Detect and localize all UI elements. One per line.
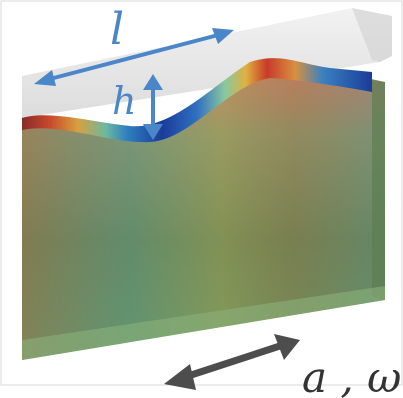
image-frame <box>0 0 403 386</box>
length-arrow <box>34 28 234 86</box>
upper-block <box>22 8 392 118</box>
height-label: h <box>112 79 136 123</box>
amplitude-frequency-label: a , ω <box>302 353 401 398</box>
length-label: l <box>110 4 124 55</box>
deformed-surface <box>22 58 372 143</box>
height-arrow <box>143 74 163 140</box>
motion-arrow <box>164 334 300 390</box>
